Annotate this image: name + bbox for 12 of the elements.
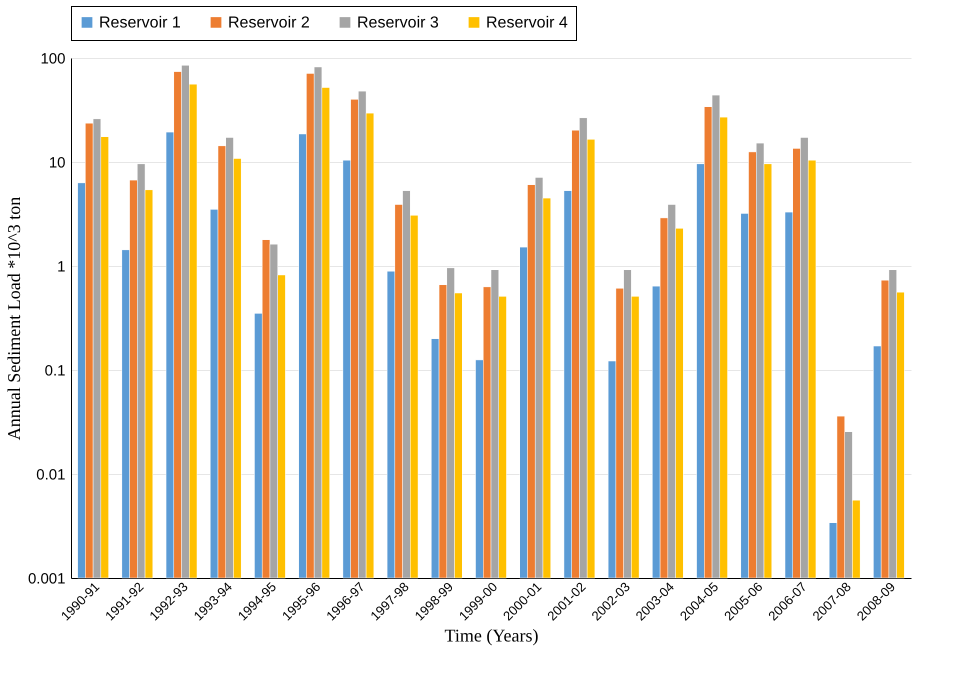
legend-label: Reservoir 1: [99, 14, 181, 32]
x-axis-title: Time (Years): [444, 625, 539, 646]
legend-label: Reservoir 2: [228, 14, 310, 32]
y-tick-label: 10: [48, 154, 66, 172]
y-tick-label: 1: [57, 258, 66, 276]
y-axis-title: Annual Sediment Load *10^3 ton: [4, 196, 24, 440]
y-tick-label: 100: [40, 50, 66, 68]
legend-label: Reservoir 3: [357, 14, 439, 32]
y-tick-label: 0.1: [44, 362, 66, 380]
legend-label: Reservoir 4: [486, 14, 568, 32]
y-tick-label: 0.01: [36, 466, 66, 484]
y-tick-label: 0.001: [28, 570, 66, 588]
